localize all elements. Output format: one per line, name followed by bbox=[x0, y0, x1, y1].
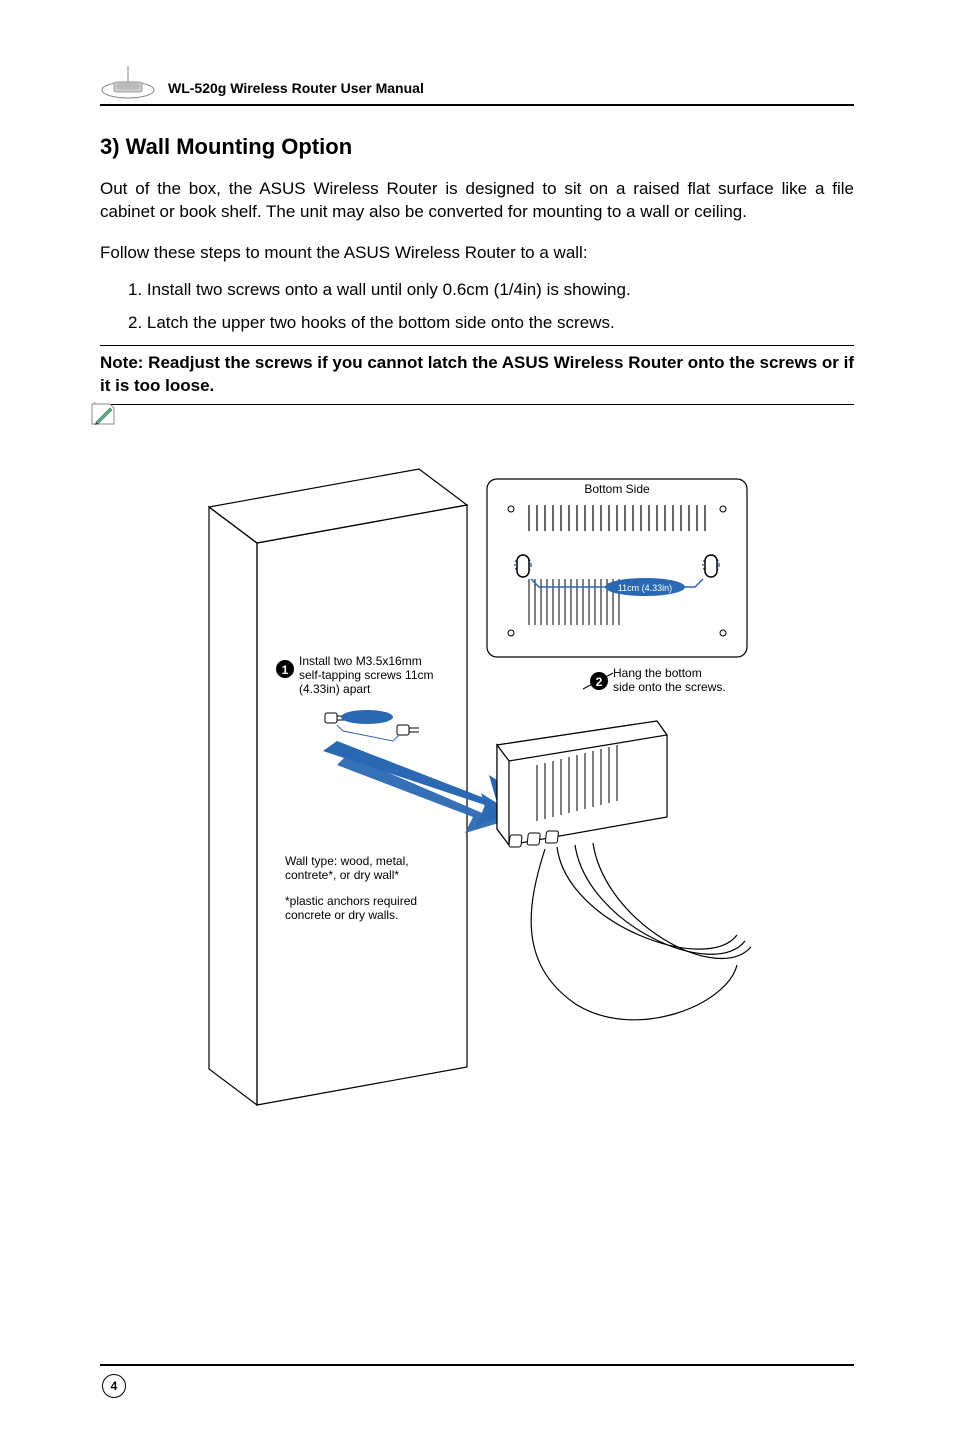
note-pencil-icon bbox=[90, 400, 116, 426]
svg-text:Wall type: wood, metal,: Wall type: wood, metal, bbox=[285, 854, 409, 868]
arrow-2 bbox=[337, 755, 519, 833]
svg-text:self-tapping screws 11cm: self-tapping screws 11cm bbox=[299, 668, 434, 682]
svg-text:1: 1 bbox=[282, 663, 289, 677]
header-title: WL-520g Wireless Router User Manual bbox=[168, 80, 424, 100]
svg-text:11cm (4.33in): 11cm (4.33in) bbox=[346, 715, 388, 722]
router-mini-icon bbox=[100, 60, 160, 100]
callout-2: 2 Hang the bottom side onto the screws. bbox=[583, 666, 726, 694]
mounting-diagram: Bottom Side bbox=[197, 465, 757, 1130]
note-rule-top bbox=[100, 345, 854, 346]
screw-icons: 11cm (4.33in) bbox=[325, 710, 419, 741]
svg-text:side onto the screws.: side onto the screws. bbox=[613, 680, 726, 694]
note-rule-bottom bbox=[100, 404, 854, 405]
svg-text:contrete*, or dry wall*: contrete*, or dry wall* bbox=[285, 868, 399, 882]
svg-text:concrete or dry walls.: concrete or dry walls. bbox=[285, 908, 398, 922]
follow-paragraph: Follow these steps to mount the ASUS Wir… bbox=[100, 242, 854, 265]
svg-text:*plastic anchors required: *plastic anchors required bbox=[285, 894, 417, 908]
wall-type-note: Wall type: wood, metal, contrete*, or dr… bbox=[285, 854, 417, 922]
page-header: WL-520g Wireless Router User Manual bbox=[100, 60, 854, 100]
step-1: 1. Install two screws onto a wall until … bbox=[128, 279, 854, 302]
svg-text:2: 2 bbox=[596, 675, 603, 689]
router-device bbox=[497, 721, 751, 1020]
intro-paragraph: Out of the box, the ASUS Wireless Router… bbox=[100, 178, 854, 224]
bottom-side-label: Bottom Side bbox=[584, 482, 650, 496]
svg-text:Hang the bottom: Hang the bottom bbox=[613, 666, 702, 680]
svg-text:Install two M3.5x16mm: Install two M3.5x16mm bbox=[299, 654, 422, 668]
measurement-label: 11cm (4.33in) bbox=[618, 583, 672, 593]
svg-text:(4.33in) apart: (4.33in) apart bbox=[299, 682, 371, 696]
section-title: 3) Wall Mounting Option bbox=[100, 134, 854, 160]
bottom-side-panel: Bottom Side bbox=[487, 479, 747, 657]
callout-1: 1 Install two M3.5x16mm self-tapping scr… bbox=[276, 654, 434, 696]
step-2: 2. Latch the upper two hooks of the bott… bbox=[128, 312, 854, 335]
note-text: Note: Readjust the screws if you cannot … bbox=[100, 350, 854, 400]
page-number: 4 bbox=[102, 1374, 126, 1398]
header-rule bbox=[100, 104, 854, 106]
cabinet-outline bbox=[209, 469, 467, 1105]
footer-rule bbox=[100, 1364, 854, 1366]
